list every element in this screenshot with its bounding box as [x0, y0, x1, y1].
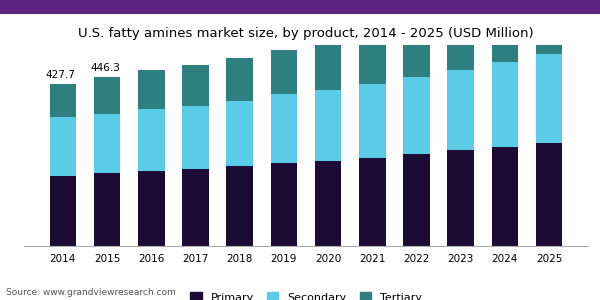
Bar: [491, 62, 518, 147]
Bar: [50, 84, 76, 117]
Bar: [226, 101, 253, 166]
Bar: [271, 94, 297, 163]
Bar: [359, 84, 386, 158]
Bar: [94, 173, 121, 246]
Bar: [448, 19, 474, 70]
Bar: [403, 77, 430, 154]
Bar: [359, 35, 386, 84]
Bar: [138, 171, 164, 246]
Bar: [50, 176, 76, 246]
Bar: [315, 161, 341, 246]
Text: Source: www.grandviewresearch.com: Source: www.grandviewresearch.com: [6, 288, 176, 297]
Title: U.S. fatty amines market size, by product, 2014 - 2025 (USD Million): U.S. fatty amines market size, by produc…: [78, 27, 534, 40]
Bar: [403, 27, 430, 77]
Bar: [94, 77, 121, 114]
Bar: [182, 65, 209, 106]
Bar: [403, 154, 430, 246]
Bar: [182, 106, 209, 170]
Text: 446.3: 446.3: [90, 63, 120, 73]
Text: 427.7: 427.7: [46, 70, 76, 80]
Bar: [448, 150, 474, 246]
Bar: [138, 70, 164, 109]
Bar: [271, 163, 297, 246]
Bar: [491, 8, 518, 62]
Bar: [271, 50, 297, 94]
Bar: [536, 55, 562, 143]
Bar: [50, 117, 76, 176]
Bar: [226, 58, 253, 101]
Bar: [536, 0, 562, 55]
Bar: [182, 169, 209, 246]
Bar: [359, 158, 386, 246]
Bar: [226, 167, 253, 246]
Bar: [448, 70, 474, 150]
Legend: Primary, Secondary, Tertiary: Primary, Secondary, Tertiary: [186, 288, 426, 300]
Bar: [315, 44, 341, 90]
Bar: [94, 114, 121, 173]
Bar: [536, 143, 562, 246]
Bar: [138, 109, 164, 171]
Bar: [315, 90, 341, 161]
Bar: [491, 147, 518, 246]
